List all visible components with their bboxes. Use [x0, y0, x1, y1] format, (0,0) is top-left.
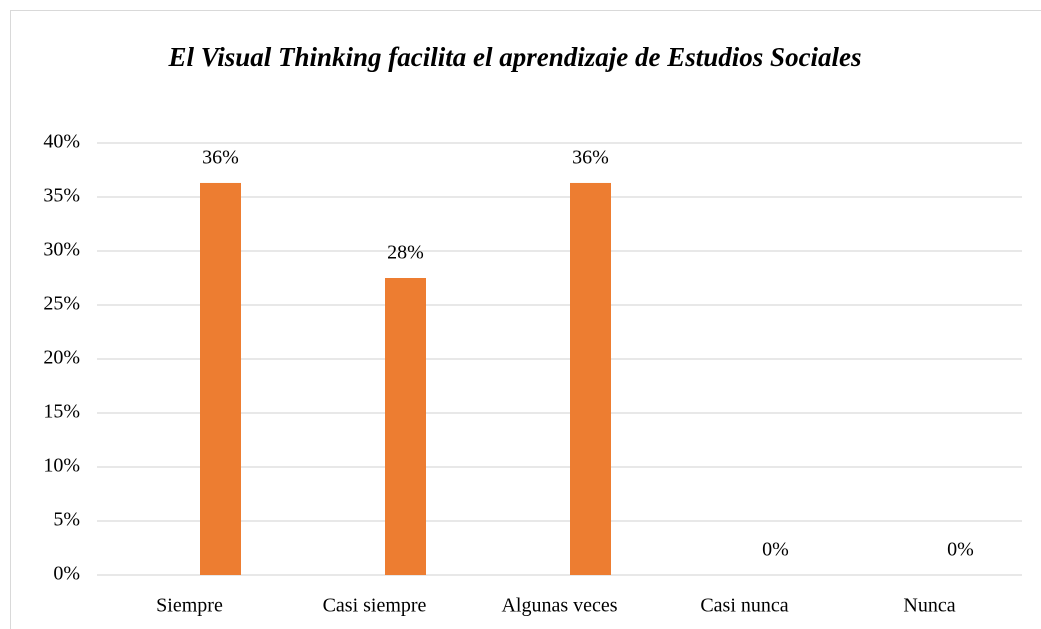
chart-title: El Visual Thinking facilita el aprendiza…	[168, 42, 862, 72]
y-tick-label: 30%	[43, 239, 80, 261]
y-tick-label: 5%	[53, 509, 80, 531]
data-label: 0%	[947, 539, 974, 561]
bar	[570, 182, 611, 575]
data-label: 0%	[762, 539, 789, 561]
y-tick-label: 25%	[43, 293, 80, 315]
y-tick-label: 15%	[43, 401, 80, 423]
x-tick-label: Nunca	[903, 595, 955, 617]
x-tick-label: Siempre	[156, 595, 223, 617]
bar	[200, 182, 241, 575]
chart-frame	[10, 10, 1041, 629]
data-label: 36%	[202, 147, 239, 169]
y-tick-label: 20%	[43, 347, 80, 369]
bar	[385, 278, 426, 575]
y-tick-label: 40%	[43, 131, 80, 153]
x-tick-label: Algunas veces	[501, 595, 617, 617]
x-tick-label: Casi nunca	[700, 595, 788, 617]
y-tick-label: 35%	[43, 185, 80, 207]
y-tick-label: 0%	[53, 563, 80, 585]
data-label: 28%	[387, 242, 424, 264]
x-tick-label: Casi siempre	[323, 595, 427, 617]
y-tick-label: 10%	[43, 455, 80, 477]
data-label: 36%	[572, 147, 609, 169]
